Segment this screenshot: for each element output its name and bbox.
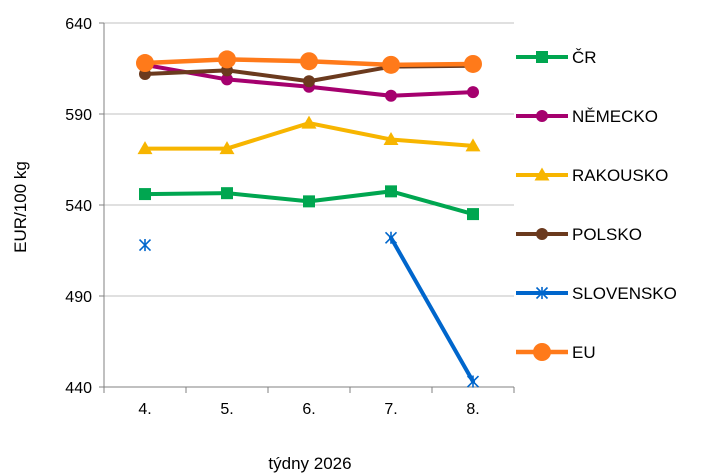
data-point — [303, 195, 315, 207]
series-line-segment — [145, 70, 227, 74]
legend-entry: RAKOUSKO — [516, 166, 668, 185]
series-line-segment — [309, 191, 391, 201]
legend-label: SLOVENSKO — [572, 284, 677, 303]
y-tick-label: 640 — [65, 16, 92, 33]
series-line-segment — [391, 139, 473, 145]
y-tick-label: 440 — [65, 380, 92, 397]
legend-marker — [536, 228, 548, 240]
y-axis-label: EUR/100 kg — [11, 161, 30, 253]
data-point — [386, 232, 397, 244]
series-line-segment — [309, 61, 391, 65]
x-tick-label: 8. — [466, 401, 479, 418]
series-line-segment — [227, 193, 309, 201]
y-tick-labels: 440 490 540 590 640 — [65, 16, 92, 397]
data-point — [385, 90, 397, 102]
data-point — [221, 187, 233, 199]
series-line-segment — [391, 238, 473, 382]
legend-marker — [536, 51, 548, 63]
data-point — [468, 375, 479, 387]
series-line-segment — [309, 67, 391, 82]
series-line-segment — [145, 193, 227, 194]
data-point — [385, 185, 397, 197]
data-point — [382, 56, 400, 74]
legend-entry: POLSKO — [516, 225, 642, 244]
legend-marker — [533, 343, 551, 361]
legend-label: ČR — [572, 48, 597, 67]
legend-label: POLSKO — [572, 225, 642, 244]
data-point — [139, 188, 151, 200]
x-tick-labels: 4. 5. 6. 7. 8. — [138, 401, 479, 418]
data-point — [467, 86, 479, 98]
y-tick-label: 590 — [65, 107, 92, 124]
series-rakousko — [138, 116, 481, 154]
data-point — [464, 55, 482, 73]
legend-label: RAKOUSKO — [572, 166, 668, 185]
y-tick-label: 540 — [65, 198, 92, 215]
x-tick-label: 5. — [220, 401, 233, 418]
x-tick-label: 7. — [384, 401, 397, 418]
legend-marker — [536, 110, 548, 122]
x-axis-label: týdny 2026 — [268, 454, 351, 473]
series-line-segment — [309, 87, 391, 96]
series-slovensko — [140, 232, 479, 388]
series-line-segment — [391, 191, 473, 214]
series-line-segment — [227, 59, 309, 61]
data-point — [140, 239, 151, 251]
series-line-segment — [145, 59, 227, 63]
y-tick-label: 490 — [65, 289, 92, 306]
data-point — [300, 52, 318, 70]
x-tick-label: 6. — [302, 401, 315, 418]
legend-entry: NĚMECKO — [516, 107, 658, 126]
x-tick-label: 4. — [138, 401, 151, 418]
series-group — [136, 50, 482, 387]
legend-entry: EU — [516, 343, 596, 362]
data-point — [218, 50, 236, 68]
data-point — [303, 75, 315, 87]
legend: ČR NĚMECKO RAKOUSKO POLSKO SLOVENSKO EU — [516, 48, 677, 362]
series-line-segment — [309, 123, 391, 139]
series-line-segment — [391, 64, 473, 65]
data-point — [136, 54, 154, 72]
series-line-segment — [391, 92, 473, 96]
legend-label: EU — [572, 343, 596, 362]
series-line-segment — [227, 123, 309, 148]
series-čr — [139, 185, 479, 220]
legend-entry: ČR — [516, 48, 597, 67]
legend-entry: SLOVENSKO — [516, 284, 677, 303]
data-point — [467, 208, 479, 220]
legend-label: NĚMECKO — [572, 107, 658, 126]
